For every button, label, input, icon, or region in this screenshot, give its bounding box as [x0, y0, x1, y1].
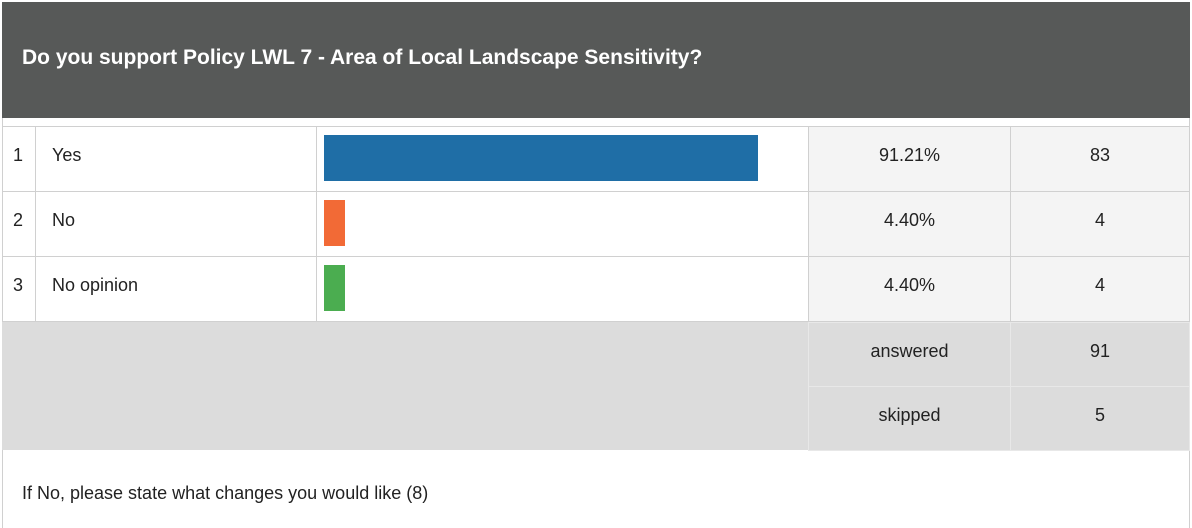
- count: 4: [1010, 191, 1190, 257]
- summary-label: skipped: [808, 386, 1011, 451]
- bar-cell: [316, 256, 809, 322]
- count: 4: [1010, 256, 1190, 322]
- summary-value: 5: [1010, 386, 1190, 451]
- percent: 4.40%: [808, 191, 1011, 257]
- bar-cell: [316, 191, 809, 257]
- header: [2, 2, 1190, 118]
- percent: 91.21%: [808, 126, 1011, 192]
- bar: [324, 135, 759, 181]
- row-label: Yes: [35, 126, 317, 192]
- summary-value: 91: [1010, 322, 1190, 387]
- percent: 4.40%: [808, 256, 1011, 322]
- summary-label: answered: [808, 322, 1011, 387]
- row-label: No: [35, 191, 317, 257]
- count: 83: [1010, 126, 1190, 192]
- footer-text: If No, please state what changes you wou…: [22, 483, 429, 503]
- title: Do you support Policy LWL 7 - Area of Lo…: [22, 46, 703, 69]
- row-index: 3: [2, 256, 36, 322]
- row-index: 1: [2, 126, 36, 192]
- bar: [324, 200, 345, 246]
- row-index: 2: [2, 191, 36, 257]
- bar: [324, 265, 345, 311]
- row-label: No opinion: [35, 256, 317, 322]
